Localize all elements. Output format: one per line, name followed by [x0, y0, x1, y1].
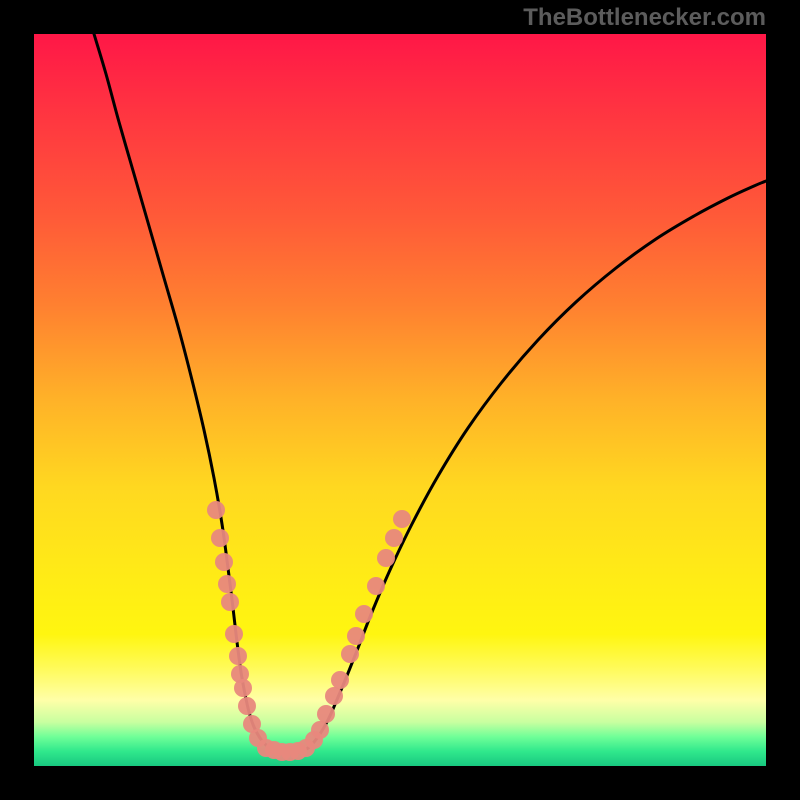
curve-right — [302, 181, 766, 751]
marker-dot — [215, 553, 233, 571]
marker-dot — [229, 647, 247, 665]
marker-dot — [341, 645, 359, 663]
chart-svg — [34, 34, 766, 766]
marker-dot — [317, 705, 335, 723]
marker-dot — [393, 510, 411, 528]
marker-dot — [221, 593, 239, 611]
marker-dot — [218, 575, 236, 593]
curve-left — [94, 34, 278, 751]
marker-dot — [367, 577, 385, 595]
marker-dot — [238, 697, 256, 715]
marker-dot — [331, 671, 349, 689]
marker-dot — [207, 501, 225, 519]
watermark-text: TheBottlenecker.com — [523, 4, 766, 32]
marker-group — [207, 501, 411, 761]
marker-dot — [225, 625, 243, 643]
plot-area — [34, 34, 766, 766]
marker-dot — [211, 529, 229, 547]
marker-dot — [347, 627, 365, 645]
marker-dot — [311, 721, 329, 739]
marker-dot — [385, 529, 403, 547]
marker-dot — [234, 679, 252, 697]
marker-dot — [355, 605, 373, 623]
marker-dot — [377, 549, 395, 567]
marker-dot — [325, 687, 343, 705]
